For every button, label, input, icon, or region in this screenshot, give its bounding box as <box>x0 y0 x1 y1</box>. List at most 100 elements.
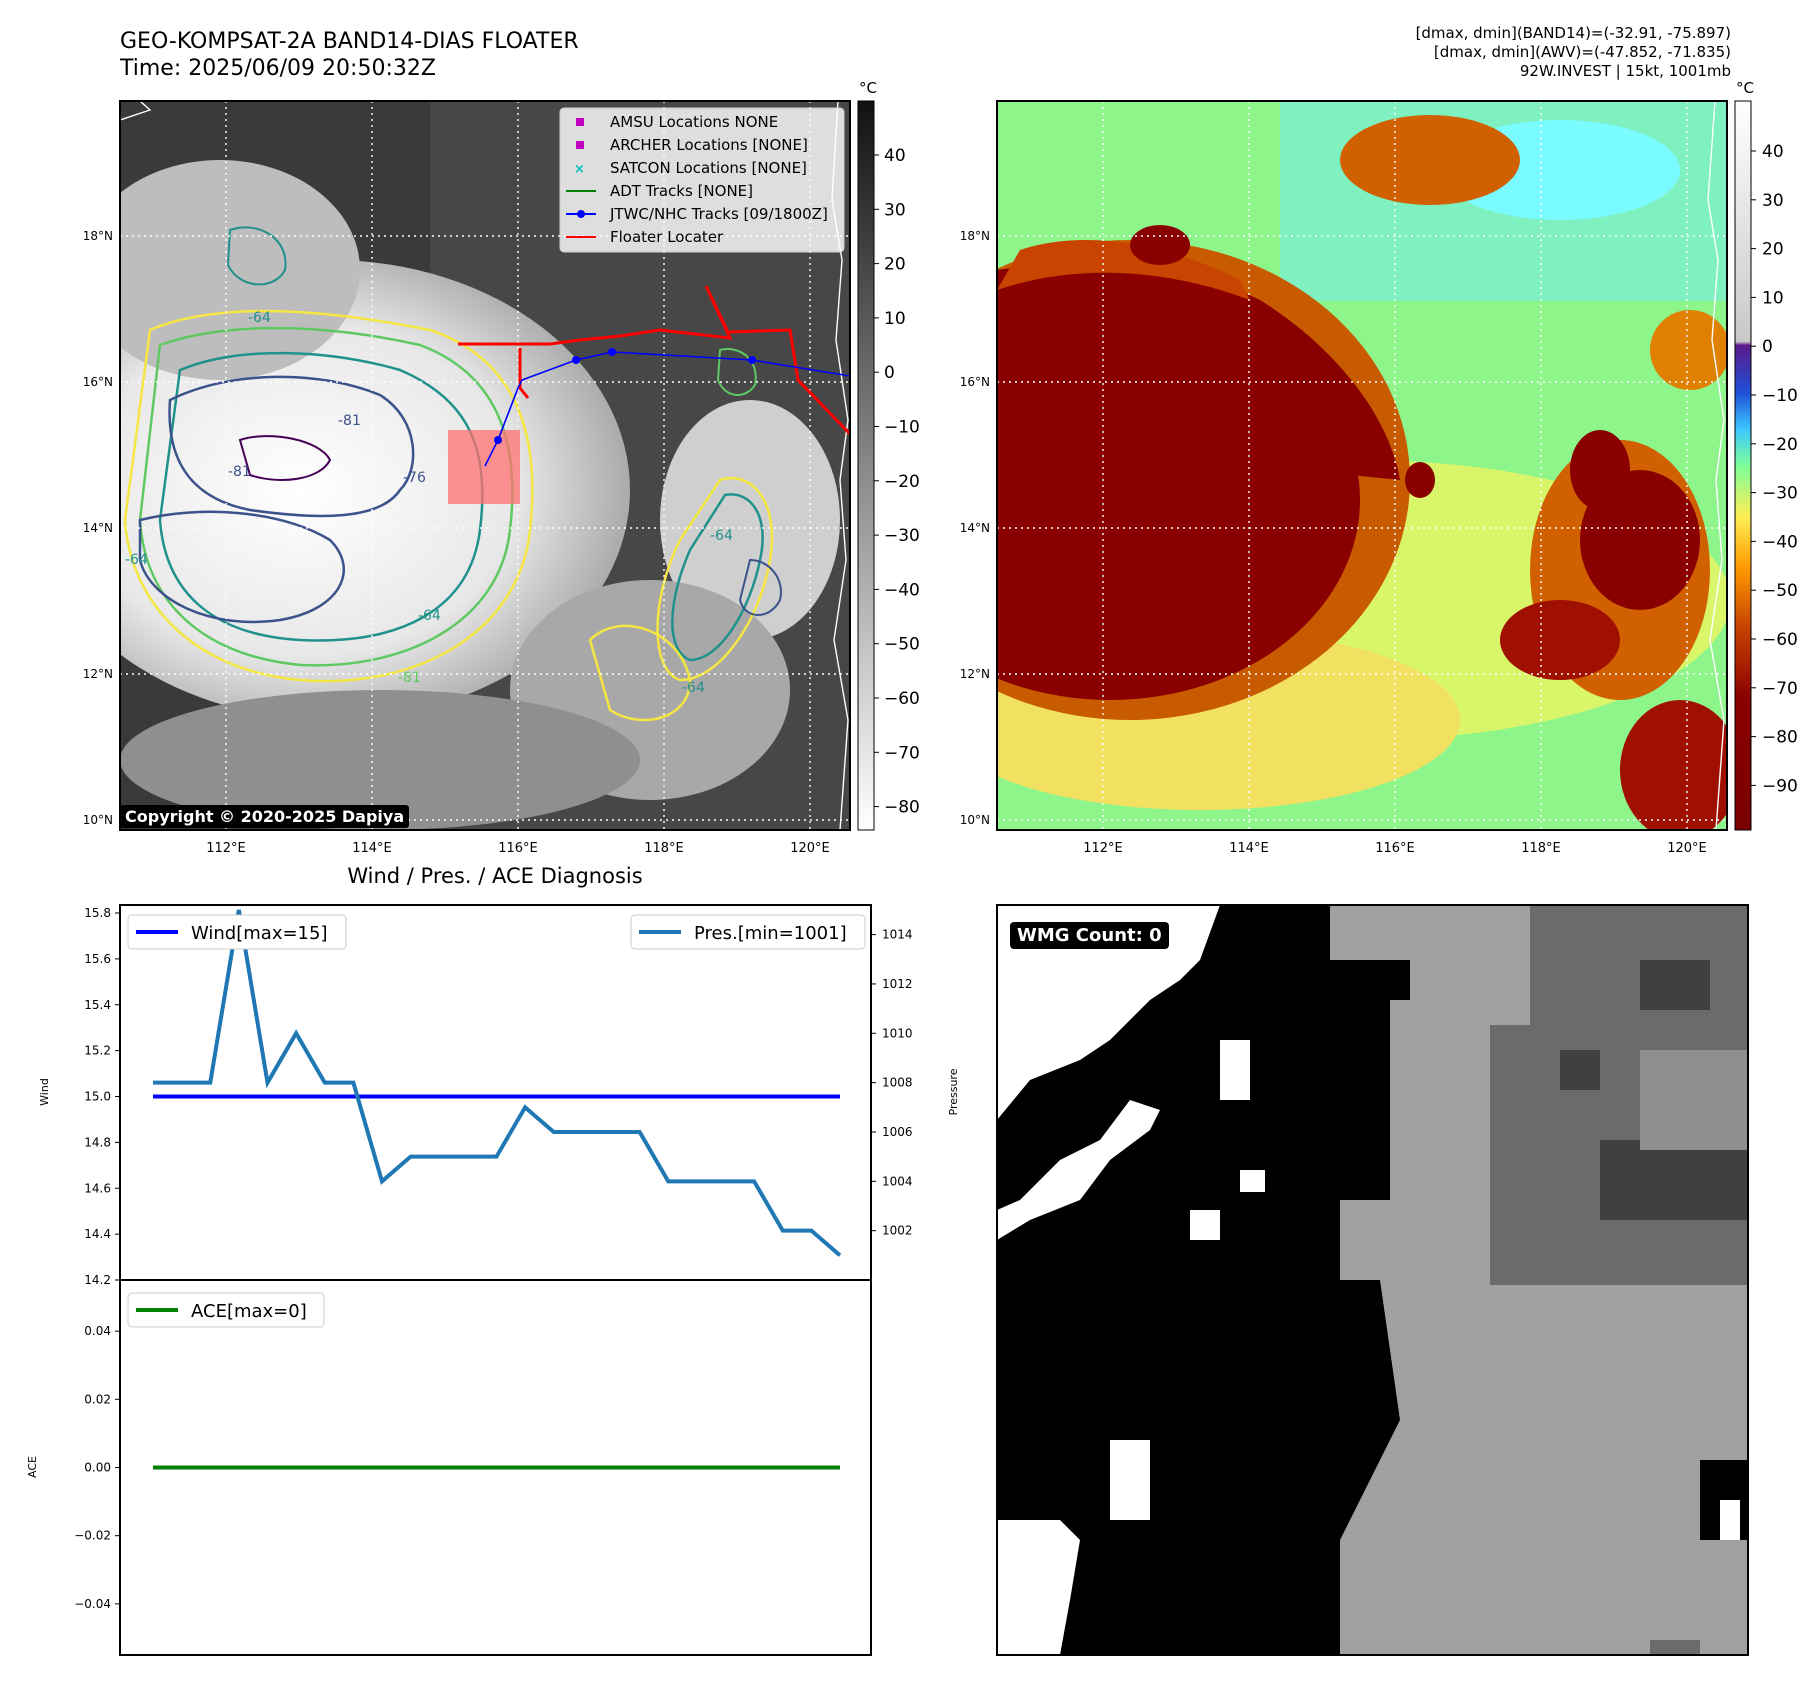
lat-tick: 18°N <box>960 229 990 243</box>
wind-tick-label: 15.6 <box>84 952 111 966</box>
ir-map: -64 -76 -81 -64 -64 -81 -81 -64 -64 <box>120 101 850 830</box>
ace-tick-label: 0.04 <box>84 1324 111 1338</box>
map1-lat-ticks: 18°N 16°N 14°N 12°N 10°N <box>83 229 113 827</box>
lon-tick: 114°E <box>1229 841 1269 856</box>
contour-label: -81 <box>338 413 361 429</box>
colorbar-tick-label: −10 <box>884 418 920 438</box>
ace-tick-label: −0.02 <box>74 1529 111 1543</box>
wmg-panel <box>997 905 1748 1655</box>
pressure-tick-label: 1002 <box>882 1224 913 1238</box>
lon-tick: 120°E <box>1667 841 1707 856</box>
colorbar-tick-label: −40 <box>1762 532 1798 552</box>
floater-box <box>448 430 520 504</box>
colorbar-tick-label: −60 <box>1762 630 1798 650</box>
ace-axis-label: ACE <box>26 1456 39 1478</box>
lon-tick: 118°E <box>644 841 684 856</box>
map2-lon-ticks: 112°E 114°E 116°E 118°E 120°E <box>1083 841 1707 856</box>
pressure-tick-label: 1008 <box>882 1076 913 1090</box>
colorbar-tick-label: 30 <box>884 200 906 220</box>
gray-colorbar-ticks: 40 30 20 10 0 −10 −20 −30 −40 −50 −60 −70 −80 <box>874 146 920 818</box>
lon-tick: 116°E <box>1375 841 1415 856</box>
wind-y-ticks: 15.8 15.6 15.4 15.2 15.0 14.8 14.6 14.4 14.2 <box>84 906 120 1287</box>
lat-tick: 10°N <box>960 813 990 827</box>
awv-colorbar-ticks: 40 30 20 10 0 −10 −20 −30 −40 −50 −60 −70 −80 −90 <box>1751 142 1798 796</box>
stats-line-2: [dmax, dmin](AWV)=(-47.852, -71.835) <box>1433 43 1731 61</box>
colorbar-tick-label: −80 <box>1762 728 1798 748</box>
wmg-count-badge: WMG Count: 0 <box>1010 922 1169 949</box>
colorbar-tick-label: −40 <box>884 580 920 600</box>
pressure-tick-label: 1014 <box>882 928 913 942</box>
lat-tick: 14°N <box>83 521 113 535</box>
ace-tick-label: −0.04 <box>74 1597 111 1611</box>
legend: AMSU Locations NONE ARCHER Locations [NO… <box>559 107 845 253</box>
contour-label: -81 <box>398 670 421 686</box>
lat-tick: 12°N <box>960 667 990 681</box>
map2-gridlines <box>997 101 1727 830</box>
contour-label: -64 <box>248 310 271 326</box>
legend-marker-satcon: × <box>574 162 585 177</box>
pressure-legend: Pres.[min=1001] <box>630 914 866 950</box>
colorbar-tick-label: −10 <box>1762 386 1798 406</box>
lat-tick: 14°N <box>960 521 990 535</box>
contour-label: -64 <box>682 680 705 696</box>
stats-block: [dmax, dmin](BAND14)=(-32.91, -75.897) [… <box>1416 24 1731 81</box>
pressure-tick-label: 1012 <box>882 977 913 991</box>
colorbar-tick-label: −30 <box>1762 484 1798 504</box>
title-line-1: GEO-KOMPSAT-2A BAND14-DIAS FLOATER <box>120 29 579 54</box>
colorbar-tick-label: −80 <box>884 798 920 818</box>
contour-label: -76 <box>403 470 426 486</box>
wind-axis-label: Wind <box>38 1078 51 1106</box>
pressure-legend-label: Pres.[min=1001] <box>694 923 847 944</box>
wind-tick-label: 15.8 <box>84 906 111 920</box>
map1-frame <box>119 100 851 831</box>
colorbar-tick-label: −90 <box>1762 776 1798 796</box>
colorbar-tick-label: −50 <box>884 635 920 655</box>
legend-item-floater: Floater Locater <box>610 228 724 246</box>
colorbar-tick-label: 0 <box>1762 337 1773 357</box>
ace-legend-label: ACE[max=0] <box>191 1301 307 1322</box>
ace-tick-label: 0.02 <box>84 1392 111 1406</box>
wmg-frame <box>996 904 1749 1656</box>
colorbar-tick-label: −20 <box>884 472 920 492</box>
colorbar-tick-label: 20 <box>884 255 906 275</box>
copyright-badge: Copyright © 2020-2025 Dapiya <box>120 805 410 828</box>
colorbar-tick-label: −30 <box>884 526 920 546</box>
ace-y-ticks: 0.04 0.02 0.00 −0.02 −0.04 <box>74 1324 120 1611</box>
legend-item-amsu: AMSU Locations NONE <box>610 113 778 131</box>
lat-tick: 12°N <box>83 667 113 681</box>
awv-colorbar-unit: °C <box>1736 79 1754 97</box>
contour-label: -64 <box>418 608 441 624</box>
legend-marker-amsu <box>576 118 584 126</box>
wind-pres-axes <box>119 904 872 1281</box>
wind-tick-label: 14.4 <box>84 1227 111 1241</box>
jtwc-track <box>484 351 850 467</box>
legend-item-adt: ADT Tracks [NONE] <box>610 182 753 200</box>
title-line-2: Time: 2025/06/09 20:50:32Z <box>120 56 436 81</box>
pressure-tick-label: 1010 <box>882 1026 913 1040</box>
wind-tick-label: 15.0 <box>84 1090 111 1104</box>
ace-tick-label: 0.00 <box>84 1461 111 1475</box>
pressure-axis-label: Pressure <box>947 1068 960 1115</box>
lon-tick: 116°E <box>498 841 538 856</box>
wind-tick-label: 14.8 <box>84 1135 111 1149</box>
jtwc-track-points <box>494 348 756 444</box>
legend-item-satcon: SATCON Locations [NONE] <box>610 159 807 177</box>
stats-line-3: 92W.INVEST | 15kt, 1001mb <box>1519 62 1731 80</box>
colorbar-tick-label: −20 <box>1762 435 1798 455</box>
figure-title: GEO-KOMPSAT-2A BAND14-DIAS FLOATER Time:… <box>120 28 579 82</box>
colorbar-tick-label: −70 <box>1762 679 1798 699</box>
lon-tick: 114°E <box>352 841 392 856</box>
lat-tick: 18°N <box>83 229 113 243</box>
gray-colorbar <box>857 100 875 831</box>
colorbar-tick-label: 10 <box>1762 288 1784 308</box>
lon-tick: 112°E <box>206 841 246 856</box>
colorbar-tick-label: 30 <box>1762 191 1784 211</box>
colorbar-tick-label: −50 <box>1762 581 1798 601</box>
pressure-series-line <box>153 909 842 1257</box>
contour-label: -64 <box>125 552 148 568</box>
lat-tick: 10°N <box>83 813 113 827</box>
wind-legend-label: Wind[max=15] <box>191 923 328 944</box>
awv-colorbar <box>1734 100 1752 831</box>
lon-tick: 120°E <box>790 841 830 856</box>
